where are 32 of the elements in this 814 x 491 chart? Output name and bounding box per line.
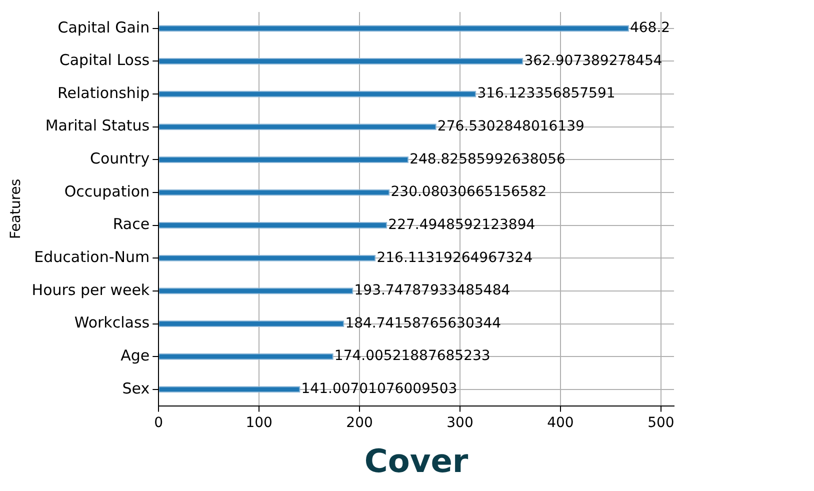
data-label: 174.00521887685233	[334, 348, 490, 364]
data-label: 362.907389278454	[524, 52, 662, 69]
y-tick-label: Capital Loss	[59, 51, 150, 70]
x-tick-label: 200	[346, 414, 373, 431]
y-tick-label: Sex	[122, 379, 150, 398]
y-tick-label: Occupation	[64, 182, 150, 200]
y-tick-label: Age	[120, 346, 150, 364]
y-tick-label: Capital Gain	[58, 18, 150, 36]
data-label: 230.08030665156582	[390, 184, 547, 200]
y-tick-label: Country	[90, 150, 150, 168]
data-label: 216.11319264967324	[376, 250, 533, 266]
data-label: 468.2	[630, 20, 670, 36]
y-axis-title: Features	[8, 178, 24, 239]
x-tick-label: 0	[154, 414, 164, 431]
data-label: 276.5302848016139	[437, 118, 584, 134]
data-label: 316.123356857591	[477, 86, 616, 102]
y-tick-label: Relationship	[58, 84, 150, 102]
x-tick-label: 100	[246, 414, 272, 431]
x-tick-label: 300	[446, 414, 474, 431]
data-label: 227.4948592123894	[388, 216, 536, 233]
y-tick-label: Workclass	[74, 314, 150, 332]
data-label: 184.74158765630344	[345, 315, 502, 332]
y-tick-label: Race	[112, 215, 150, 234]
y-tick-label: Education-Num	[34, 248, 150, 266]
data-label: 193.74787933485484	[354, 282, 510, 299]
y-tick-label: Hours per week	[32, 280, 150, 299]
y-tick-label: Marital Status	[45, 116, 150, 135]
data-label: 141.00701076009503	[301, 381, 458, 398]
data-label: 248.82585992638056	[410, 151, 566, 168]
x-tick-label: 500	[648, 414, 674, 431]
x-tick-label: 400	[547, 414, 574, 431]
x-axis-title: Cover	[364, 442, 468, 480]
